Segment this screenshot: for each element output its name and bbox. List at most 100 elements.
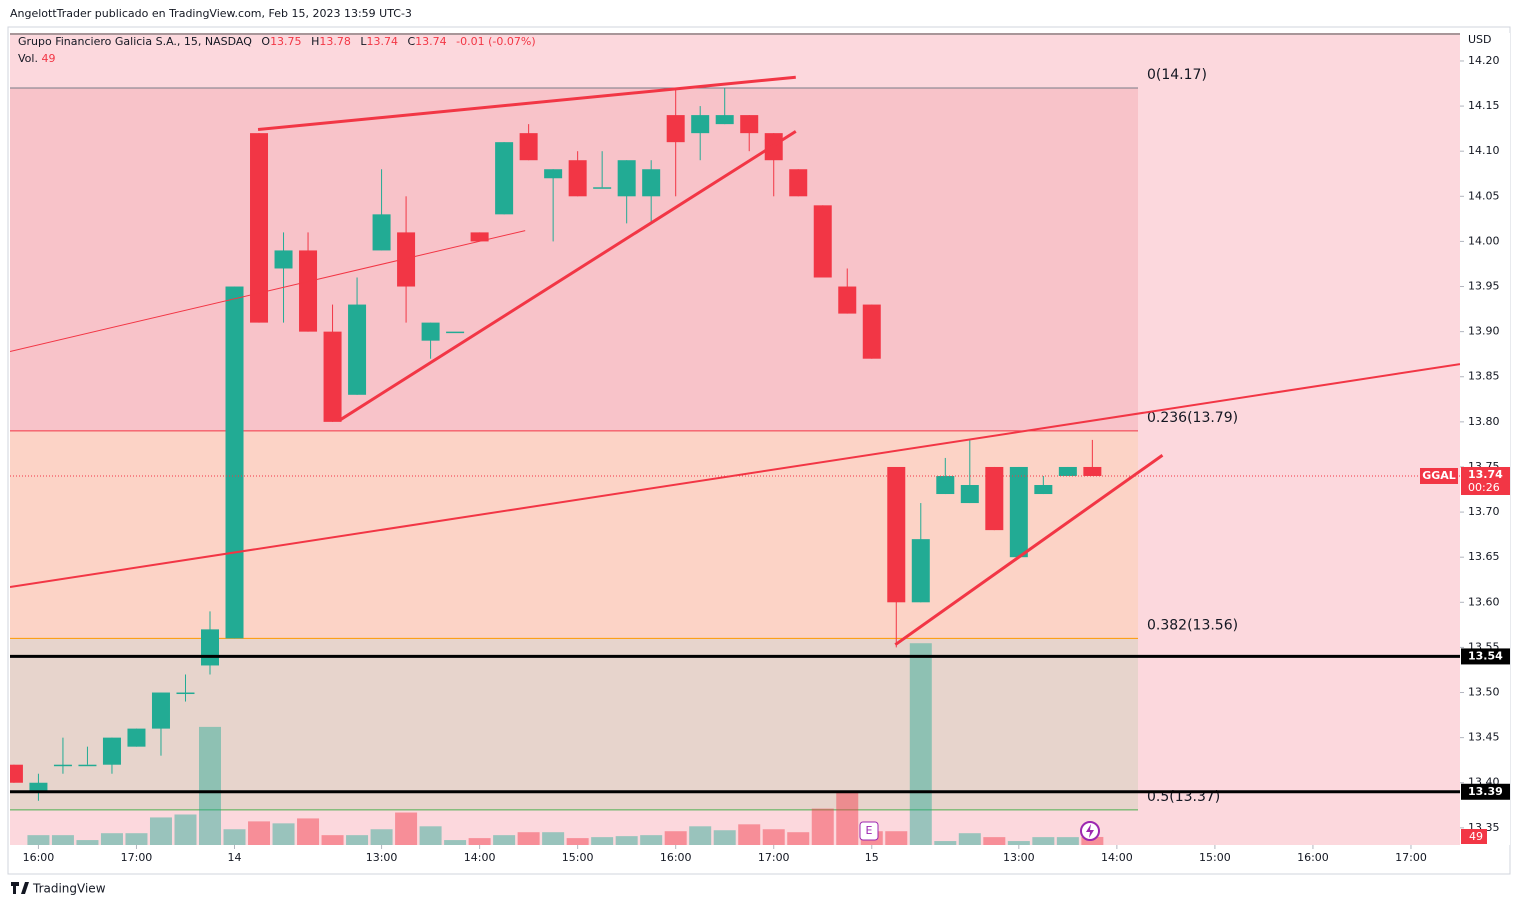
volume-legend: Vol. 49 (18, 52, 55, 65)
volume-bar (174, 814, 197, 845)
x-tick-label: 17:00 (121, 851, 153, 864)
level-tag (1461, 648, 1510, 665)
y-tick-label: 13.95 (1468, 280, 1500, 293)
legend-value: 13.74 (415, 35, 447, 48)
legend-value: 49 (41, 52, 55, 65)
candle-body (593, 187, 612, 189)
candle-body (911, 539, 930, 603)
x-tick-label: 13:00 (1003, 851, 1035, 864)
earnings-icon (859, 821, 879, 841)
candle-body (274, 250, 293, 269)
volume-bar (27, 835, 50, 845)
volume-bar (395, 812, 418, 845)
volume-bar (958, 833, 981, 845)
level-label: 13.54 (1468, 649, 1503, 662)
volume-bar (713, 830, 736, 845)
y-tick-label: 14.10 (1468, 144, 1500, 157)
candle-body (740, 115, 759, 134)
volume-bar (787, 832, 810, 845)
volume-bar (321, 835, 344, 845)
candle-body (250, 133, 269, 323)
price-axis (1460, 33, 1510, 845)
candle-body (397, 232, 416, 287)
plot: 0(14.17)0.236(13.79)0.382(13.56)0.5(13.3… (10, 67, 1460, 845)
candle-body (372, 214, 391, 251)
volume-bar (640, 835, 663, 845)
candle-body (813, 205, 832, 278)
volume-bar (885, 831, 908, 845)
volume-bar (566, 838, 589, 845)
candle-body (862, 304, 881, 359)
volume-bar (76, 840, 99, 845)
x-tick-label: 16:00 (1297, 851, 1329, 864)
candle-body (985, 466, 1004, 531)
volume-bar (1081, 836, 1104, 845)
footer-brand: TradingView (32, 882, 106, 896)
candle-body (960, 485, 979, 504)
volume-bar (370, 829, 393, 845)
x-tick-label: 16:00 (660, 851, 692, 864)
y-tick-label: 13.65 (1468, 550, 1500, 563)
trendline (10, 230, 526, 352)
volume-bar (615, 836, 638, 845)
legend-label: Vol. (18, 52, 38, 65)
candle-body (29, 782, 48, 792)
volume-bar (909, 643, 932, 845)
volume-bar (738, 824, 761, 845)
level-tag (1461, 783, 1510, 800)
volume-bar (468, 838, 491, 845)
x-tick-label: 14:00 (1101, 851, 1133, 864)
volume-bar (199, 726, 221, 845)
fib-band (10, 638, 1138, 810)
candle-body (568, 160, 587, 197)
candle-body (617, 160, 636, 197)
candle-body (151, 692, 170, 729)
candle-body (1083, 466, 1102, 476)
volume-tag-label: 49 (1469, 830, 1483, 843)
candle-body (838, 286, 857, 314)
volume-bar (811, 808, 834, 845)
fib-band (10, 88, 1138, 431)
candle-body (666, 115, 685, 143)
fib-label: 0.236(13.79) (1147, 410, 1238, 426)
candle-body (470, 232, 489, 242)
volume-bar (664, 831, 687, 845)
trendline (894, 454, 1164, 646)
x-tick-label: 17:00 (1395, 851, 1427, 864)
y-tick-label: 14.15 (1468, 99, 1500, 112)
trendline (257, 75, 796, 132)
dividend-bolt (1086, 824, 1094, 838)
legend-label: H (311, 35, 319, 48)
candle-body (544, 169, 563, 179)
y-tick-label: 13.45 (1468, 731, 1500, 744)
y-tick-label: 13.85 (1468, 370, 1500, 383)
x-tick-label: 17:00 (758, 851, 790, 864)
volume-bar (419, 826, 442, 845)
volume-bar (272, 823, 295, 845)
candle-body (53, 764, 72, 767)
candle-body (1009, 466, 1028, 558)
volume-bar (51, 835, 74, 845)
y-tick-label: 13.80 (1468, 415, 1500, 428)
candle-body (421, 322, 440, 341)
candle-body (519, 133, 538, 161)
candle-body (323, 331, 342, 422)
trendline (10, 363, 1460, 588)
legend-label: C (407, 35, 415, 48)
volume-bar (1007, 841, 1030, 845)
level-label: 13.39 (1468, 785, 1503, 798)
x-tick-label: 14 (228, 851, 242, 864)
candle-body (78, 764, 97, 767)
candle-body (789, 169, 808, 197)
volume-bar (248, 821, 271, 845)
x-tick-label: 13:00 (366, 851, 398, 864)
publisher-line: AngelottTrader publicado en TradingView.… (10, 7, 412, 20)
legend-value: 13.74 (366, 35, 398, 48)
symbol-tag (1420, 467, 1458, 484)
y-tick-label: 14.20 (1468, 54, 1500, 67)
legend-symbol: Grupo Financiero Galicia S.A., 15, NASDA… (18, 35, 252, 48)
volume-bar (591, 837, 614, 845)
earnings-label: E (866, 824, 873, 837)
fib-label: 0(14.17) (1147, 67, 1207, 83)
